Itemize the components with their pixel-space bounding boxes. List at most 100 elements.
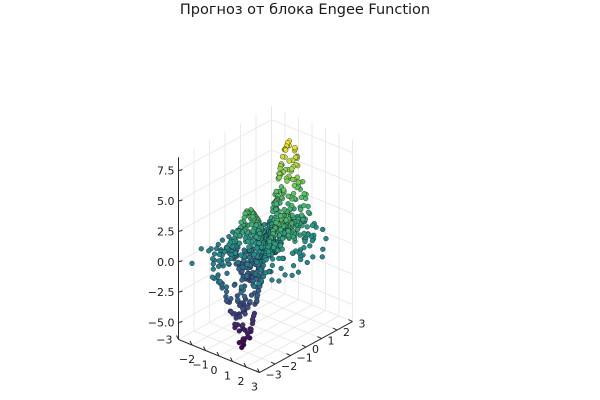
- scatter-point: [236, 328, 242, 334]
- y-tick-label: −2: [281, 360, 297, 373]
- z-tick-mark: [178, 229, 183, 232]
- scatter-point: [298, 256, 304, 263]
- y-tick-label: 0: [312, 343, 319, 356]
- z-tick-label: 7.5: [157, 165, 175, 178]
- scatter-point: [323, 236, 329, 242]
- y-tick-mark: [286, 353, 291, 356]
- scatter-point: [276, 255, 282, 261]
- z-tick-label: −2.5: [148, 286, 175, 299]
- z-tick-mark: [178, 290, 183, 293]
- scatter-point: [209, 274, 216, 280]
- scatter-point: [214, 246, 220, 252]
- axis-layer: [176, 157, 353, 373]
- scatter-point: [254, 245, 260, 251]
- scatter-point: [286, 158, 292, 164]
- scatter-point: [280, 235, 286, 242]
- scatter-point: [302, 239, 308, 245]
- scatter-point: [276, 278, 282, 284]
- scatter-point: [216, 258, 222, 264]
- scatter-point: [248, 292, 255, 298]
- x-tick-mark: [189, 340, 193, 346]
- y-tick-mark: [317, 336, 322, 339]
- floor-gridline-y: [255, 296, 338, 331]
- x-tick-label: −1: [192, 359, 208, 372]
- scatter-point: [273, 206, 279, 212]
- scatter-point: [284, 178, 290, 184]
- scatter-point: [232, 321, 238, 327]
- x-tick-mark: [203, 346, 206, 351]
- scatter-point: [210, 256, 216, 262]
- scatter-point: [245, 330, 251, 337]
- scatter-point: [254, 292, 261, 298]
- scatter-point: [242, 311, 248, 317]
- x-tick-mark: [176, 335, 179, 340]
- scatter-point: [291, 182, 297, 189]
- scatter-point: [281, 206, 287, 213]
- scatter-point: [305, 203, 311, 209]
- scatter-point: [301, 203, 307, 209]
- scatter-point: [281, 187, 287, 193]
- x-tick-label: 3: [251, 381, 258, 394]
- scatter-point: [290, 263, 297, 269]
- scatter-point: [249, 316, 256, 323]
- x-tick-label: 1: [224, 370, 231, 383]
- scatter-point: [247, 299, 253, 305]
- scatter-point: [241, 293, 248, 300]
- z-tick-mark: [178, 199, 183, 202]
- scatter-point: [300, 216, 306, 223]
- scatter-point: [289, 250, 296, 256]
- scatter-point: [236, 266, 242, 272]
- scatter-point: [310, 254, 316, 260]
- z-tick-label: 0.0: [157, 256, 175, 269]
- scatter-point: [309, 222, 316, 229]
- scatter-point: [189, 260, 195, 266]
- scatter-point: [248, 326, 254, 332]
- scatter-point: [277, 213, 284, 219]
- scatter-point: [210, 261, 216, 267]
- scatter-point: [319, 254, 325, 260]
- scatter-point: [231, 282, 237, 288]
- scatter-point: [258, 267, 264, 273]
- y-tick-mark: [348, 319, 353, 322]
- x-tick-mark: [243, 362, 247, 368]
- scatter-point: [254, 259, 260, 265]
- scatter-point: [251, 283, 257, 289]
- scatter-point: [305, 209, 312, 215]
- scatter-points: [189, 138, 329, 351]
- scatter-point: [269, 277, 275, 283]
- x-tick-label: −3: [156, 334, 172, 347]
- scatter-point: [248, 222, 255, 228]
- scatter-point: [256, 280, 262, 287]
- scatter-point: [250, 228, 256, 234]
- scatter-point: [216, 251, 223, 258]
- scatter-point: [221, 249, 228, 255]
- scatter-point: [245, 304, 251, 311]
- floor-gridline-y: [224, 313, 307, 348]
- scatter-point: [223, 284, 230, 290]
- scatter-point: [211, 251, 218, 257]
- scatter-point: [282, 272, 288, 278]
- y-tick-mark: [332, 327, 338, 331]
- scatter-point: [265, 248, 272, 255]
- y-tick-label: 1: [328, 335, 335, 348]
- scatter-point: [233, 315, 239, 321]
- scatter-point: [245, 238, 251, 245]
- y-tick-label: 2: [343, 326, 350, 339]
- z-tick-mark: [178, 169, 183, 172]
- scatter-point: [219, 237, 226, 243]
- scatter-point: [226, 234, 232, 240]
- side-wall-gridline-z: [178, 149, 272, 202]
- scatter-point: [236, 240, 243, 246]
- scatter-point: [273, 188, 279, 194]
- scatter-point: [277, 242, 284, 249]
- scatter-point: [301, 191, 307, 197]
- scatter-point: [289, 272, 295, 278]
- scatter-point: [246, 254, 252, 261]
- scatter-point: [277, 227, 284, 233]
- z-tick-label: 5.0: [157, 195, 175, 208]
- scatter-point: [291, 190, 297, 197]
- scatter-point: [224, 257, 231, 263]
- y-tick-label: −3: [266, 369, 282, 382]
